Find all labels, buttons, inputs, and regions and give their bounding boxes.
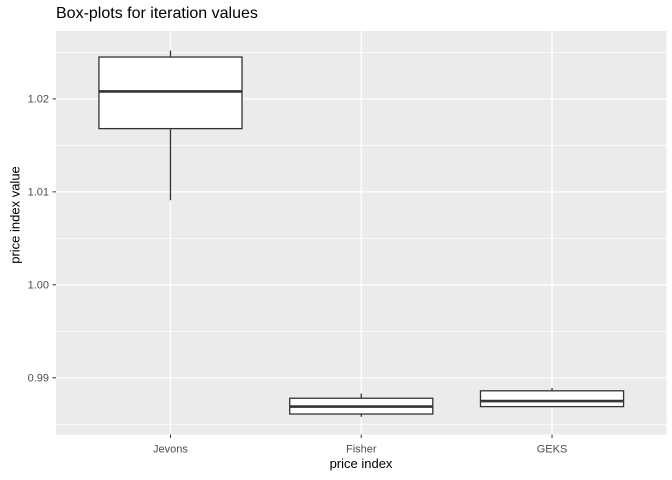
y-tick-label: 1.02 [28,93,49,105]
axis-tick-marks [52,98,553,438]
chart-title: Box-plots for iteration values [56,5,258,22]
x-tick-label: GEKS [537,444,568,456]
y-tick-label: 0.99 [28,372,49,384]
y-tick-labels: 0.99 1.00 1.01 1.02 [28,93,49,384]
x-tick-label: Fisher [346,444,377,456]
x-tick-labels: Jevons Fisher GEKS [153,444,567,456]
boxplot-jevons [98,50,243,201]
x-tick-label: Jevons [153,444,188,456]
x-axis-title: price index [329,456,393,471]
y-tick-label: 1.01 [28,186,49,198]
iqr-box [479,390,625,408]
y-axis-title: price index value [7,166,23,264]
boxplot-geks [479,388,625,408]
boxplot-fisher [289,393,434,417]
iqr-box [98,56,243,130]
y-tick-label: 1.00 [28,279,49,291]
